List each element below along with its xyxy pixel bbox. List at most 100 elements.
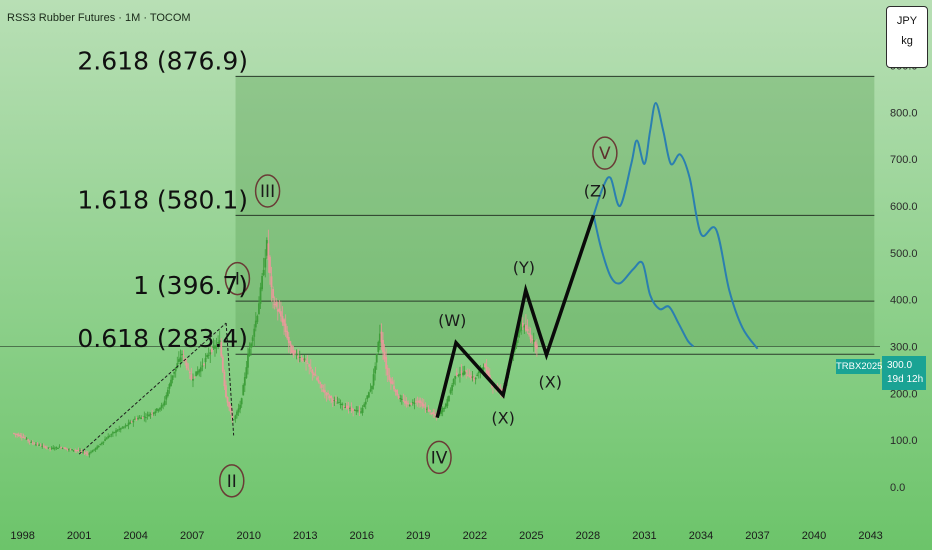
candle-body	[127, 422, 130, 426]
candle-body	[71, 449, 73, 451]
wave-label-text: (W)	[438, 311, 466, 330]
candle-body	[308, 364, 311, 367]
candle-body	[250, 343, 252, 348]
candle-body	[300, 358, 303, 360]
candle-body	[135, 419, 138, 421]
x-tick-label: 1998	[10, 530, 34, 542]
candle-body	[39, 445, 42, 447]
candle-body	[242, 385, 245, 396]
candle-body	[273, 303, 276, 306]
candle-body	[347, 405, 350, 409]
candle-body	[386, 367, 389, 376]
candle-body	[485, 366, 488, 373]
y-tick-label: 200.0	[890, 388, 918, 400]
candle-body	[432, 411, 435, 414]
candle-body	[27, 439, 30, 441]
candle-body	[460, 371, 463, 373]
candle-body	[66, 448, 69, 450]
candle-body	[228, 401, 231, 408]
candle-body	[393, 385, 395, 390]
candle-body	[210, 348, 213, 352]
candle-body	[517, 331, 519, 337]
wave-label-text: V	[599, 144, 611, 164]
wave-label: IV	[426, 440, 452, 475]
candle-body	[149, 413, 152, 415]
projection-bull-line	[592, 101, 759, 350]
x-tick-label: 2001	[67, 530, 91, 542]
candle-body	[518, 329, 521, 333]
candle-body	[35, 444, 37, 446]
wave-label-text: (X)	[491, 409, 514, 428]
candle-body	[345, 405, 348, 409]
fib-label: 2.618 (876.9)	[77, 46, 248, 75]
candle-body	[353, 409, 356, 411]
candle-body	[44, 446, 47, 448]
x-tick-label: 2040	[802, 530, 826, 542]
candle-body	[193, 376, 196, 378]
wave-label-circle	[592, 136, 618, 170]
fib-label: 1.618 (580.1)	[77, 185, 248, 214]
candle-body	[443, 407, 446, 409]
candle-body	[267, 243, 270, 260]
wave-label-circle	[219, 464, 245, 498]
candle-body	[330, 395, 333, 399]
candle-body	[356, 410, 359, 412]
candle-body	[449, 389, 452, 394]
candle-body	[463, 371, 466, 375]
unit-selector[interactable]: JPY kg	[886, 6, 928, 68]
wave-label: I	[224, 261, 251, 296]
candle-body	[160, 405, 163, 408]
candle-body	[358, 410, 361, 412]
candle-body	[179, 357, 182, 362]
chart-title: RSS3 Rubber Futures · 1M · TOCOM	[7, 12, 191, 24]
candle-body	[144, 417, 147, 419]
candle-body	[55, 447, 58, 449]
candle-body	[20, 436, 23, 438]
candle-body	[58, 446, 61, 448]
candle-body	[349, 407, 351, 409]
candle-body	[534, 342, 537, 348]
candle-body	[165, 395, 168, 400]
candle-body	[215, 345, 218, 347]
candle-body	[38, 444, 41, 446]
candle-body	[239, 404, 241, 410]
candle-body	[25, 438, 28, 440]
candle-body	[487, 370, 490, 378]
wave-label-text: (Z)	[584, 182, 607, 201]
wave-label-circle	[254, 174, 281, 208]
trend-line	[78, 322, 227, 455]
candle-body	[168, 384, 171, 389]
y-tick-label: 800.0	[890, 107, 918, 119]
x-tick-label: 2034	[689, 530, 713, 542]
candle-body	[294, 350, 296, 353]
candle-body	[339, 403, 342, 405]
y-tick-label: 0.0	[890, 482, 905, 494]
candle-body	[280, 311, 282, 317]
candle-body	[429, 410, 432, 412]
candle-body	[427, 408, 430, 412]
candle-body	[77, 450, 80, 452]
candle-body	[24, 437, 26, 439]
candle-body	[63, 447, 66, 449]
candle-body	[278, 308, 281, 312]
candle-body	[338, 402, 340, 404]
unit-label: kg	[901, 35, 913, 47]
trend-line-drop	[225, 323, 235, 436]
candle-body	[22, 437, 25, 439]
candle-body	[72, 450, 75, 452]
candle-body	[305, 360, 307, 362]
candle-body	[402, 399, 405, 401]
symbol-tag: TRBX2025	[836, 359, 883, 374]
candle-body	[399, 398, 402, 400]
candle-body	[383, 351, 386, 360]
candle-body	[292, 350, 295, 355]
candle-body	[195, 371, 198, 377]
candle-body	[468, 376, 471, 378]
candle-body	[170, 379, 172, 387]
candle-body	[303, 358, 306, 361]
candle-body	[83, 452, 86, 454]
candle-body	[306, 362, 309, 364]
fib-labels-layer: 2.618 (876.9) 1.618 (580.1) 1 (396.7) 0.618…	[77, 46, 248, 353]
candle-body	[221, 356, 224, 372]
